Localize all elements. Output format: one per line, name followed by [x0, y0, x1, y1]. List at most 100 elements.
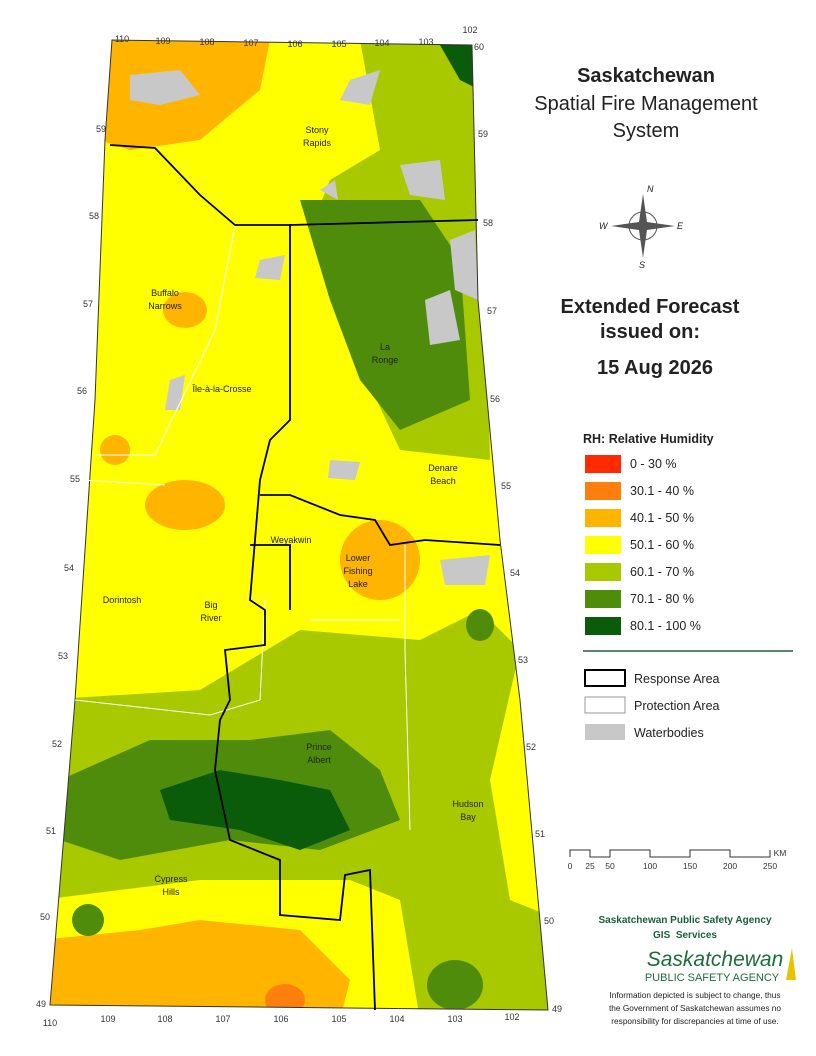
- legend-swatch: [584, 696, 626, 714]
- forecast-block: Extended Forecast issued on: 15 Aug 2026: [561, 296, 740, 379]
- legend-swatch: [585, 482, 621, 500]
- forecast-date: 15 Aug 2026: [597, 357, 713, 379]
- latitude-label: 54: [64, 563, 74, 573]
- scale-label: 0: [568, 861, 573, 871]
- longitude-label: 106: [287, 39, 302, 49]
- legend-swatch: [585, 455, 621, 473]
- scale-label: 150: [683, 861, 697, 871]
- compass-label: E: [677, 221, 684, 231]
- legend-label: 0 - 30 %: [630, 457, 677, 471]
- latitude-label: 55: [70, 474, 80, 484]
- latitude-label: 53: [518, 655, 528, 665]
- legend-label: Waterbodies: [634, 726, 704, 740]
- longitude-label: 104: [374, 38, 389, 48]
- compass-label: W: [599, 221, 609, 231]
- rh-zone: [440, 45, 480, 90]
- logo-text: PUBLIC SAFETY AGENCY: [645, 972, 780, 984]
- place-labels: Stony Rapids Buffalo Narrows La Ronge Île-à…: [103, 125, 484, 897]
- longitude-label: 108: [199, 37, 214, 47]
- disclaimer: responsibility for discrepancies at time…: [611, 1016, 778, 1026]
- place-label: Cypress Hills: [154, 874, 188, 897]
- latitude-label: 58: [89, 211, 99, 221]
- place-label: Buffalo Narrows: [148, 288, 182, 311]
- latitude-label: 56: [490, 394, 500, 404]
- place-label: Big River: [200, 600, 221, 623]
- protection-areas: [74, 224, 411, 831]
- legend-label: 50.1 - 60 %: [630, 538, 694, 552]
- latitude-label: 53: [58, 651, 68, 661]
- legend-label: Response Area: [634, 672, 720, 686]
- latitude-label: 50: [40, 912, 50, 922]
- longitude-label: 110: [115, 34, 129, 44]
- agency-unit: GIS Services: [653, 930, 717, 941]
- place-label: Denare Beach: [428, 463, 458, 486]
- scale-label: 200: [723, 861, 737, 871]
- longitude-label: 110: [43, 1018, 57, 1028]
- latitude-label: 54: [510, 568, 520, 578]
- place-label: Prince Albert: [306, 742, 332, 765]
- logo-mark: [786, 948, 796, 980]
- latitude-label: 52: [526, 742, 536, 752]
- rh-zone: [340, 520, 420, 600]
- waterbodies: [130, 70, 490, 585]
- forecast-heading: Extended Forecast: [561, 296, 740, 318]
- rh-zone: [100, 435, 130, 465]
- legend-swatch: [585, 724, 625, 740]
- title: System: [613, 120, 680, 142]
- place-label: Dorintosh: [103, 595, 142, 605]
- place-label: La Ronge: [372, 342, 399, 365]
- province-outline: [49, 39, 549, 1011]
- title-block: Saskatchewan Spatial Fire Management Sys…: [534, 65, 758, 142]
- boundary-legend: Response Area Protection Area Waterbodie…: [584, 669, 720, 740]
- rh-zone: [160, 770, 350, 850]
- latitude-label: 60: [474, 42, 484, 52]
- latitude-label: 57: [83, 299, 93, 309]
- rh-zone: [72, 904, 104, 936]
- graticule-labels: 110 109 108 107 106 105 104 103 102 110 …: [36, 25, 562, 1028]
- latitude-label: 59: [96, 124, 106, 134]
- legend-label: 80.1 - 100 %: [630, 619, 701, 633]
- compass-label: N: [647, 184, 654, 194]
- scale-label: 250: [763, 861, 777, 871]
- compass-rose: N E S W: [599, 184, 684, 270]
- latitude-label: 58: [483, 218, 493, 228]
- legend-swatch: [585, 563, 621, 581]
- legend-swatch: [585, 590, 621, 608]
- scale-label: 100: [643, 861, 657, 871]
- longitude-label: 107: [215, 1014, 230, 1024]
- legend-title: RH: Relative Humidity: [583, 432, 714, 446]
- legend-swatch: [585, 536, 621, 554]
- longitude-label: 106: [273, 1014, 288, 1024]
- legend-label: 40.1 - 50 %: [630, 511, 694, 525]
- rh-zone: [145, 480, 225, 530]
- legend-swatch: [585, 509, 621, 527]
- legend-label: 30.1 - 40 %: [630, 484, 694, 498]
- latitude-label: 57: [487, 306, 497, 316]
- latitude-label: 56: [77, 386, 87, 396]
- longitude-label: 108: [157, 1014, 172, 1024]
- longitude-label: 103: [447, 1014, 462, 1024]
- scale-bar: KM 0 25 50 100 150 200 250: [568, 848, 787, 871]
- latitude-label: 50: [544, 916, 554, 926]
- longitude-label: 107: [243, 38, 258, 48]
- latitude-label: 55: [501, 481, 511, 491]
- legend-label: Protection Area: [634, 699, 720, 713]
- rh-zone: [163, 292, 207, 328]
- rh-map: [50, 40, 548, 1010]
- disclaimer: the Government of Saskatchewan assumes n…: [609, 1003, 781, 1013]
- scale-label: 50: [605, 861, 615, 871]
- longitude-label: 105: [331, 39, 346, 49]
- rh-zone: [376, 366, 408, 398]
- legend-swatch: [584, 669, 626, 687]
- latitude-label: 51: [535, 829, 545, 839]
- place-label: Île-à-la-Crosse: [191, 384, 251, 394]
- place-label: Lower Fishing Lake: [343, 553, 372, 589]
- scale-unit: KM: [774, 848, 787, 858]
- longitude-label: 104: [389, 1014, 404, 1024]
- scale-label: 25: [585, 861, 595, 871]
- title: Spatial Fire Management: [534, 93, 758, 115]
- legend-swatch: [585, 617, 621, 635]
- legend-label: 70.1 - 80 %: [630, 592, 694, 606]
- longitude-label: 102: [504, 1012, 519, 1022]
